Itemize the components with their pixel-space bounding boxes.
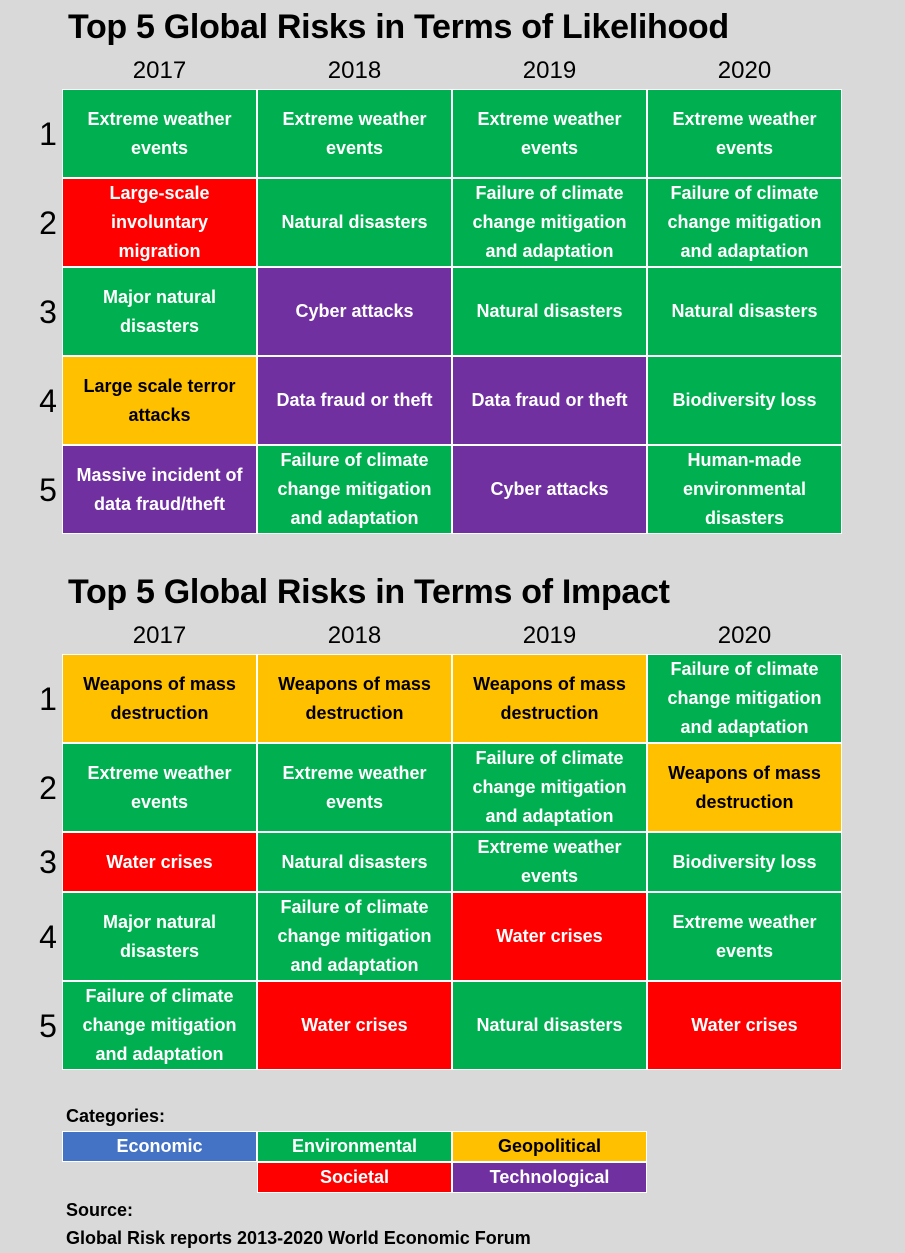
impact-year-row: 2017 2018 2019 2020 bbox=[62, 622, 842, 650]
risk-cell: Weapons of mass destruction bbox=[647, 743, 842, 832]
rank-number: 2 bbox=[39, 204, 57, 241]
legend-geopolitical: Geopolitical bbox=[452, 1131, 647, 1162]
likelihood-title: Top 5 Global Risks in Terms of Likelihoo… bbox=[68, 8, 729, 46]
risk-cell: Extreme weather events bbox=[257, 743, 452, 832]
likelihood-grid: Extreme weather events Extreme weather ev… bbox=[62, 89, 842, 534]
risk-cell: Biodiversity loss bbox=[647, 832, 842, 892]
risk-cell: Extreme weather events bbox=[62, 89, 257, 178]
risk-cell: Extreme weather events bbox=[452, 832, 647, 892]
risk-cell: Failure of climate change mitigation and… bbox=[257, 445, 452, 534]
risk-cell: Massive incident of data fraud/theft bbox=[62, 445, 257, 534]
risk-cell: Failure of climate change mitigation and… bbox=[62, 981, 257, 1070]
risk-cell: Natural disasters bbox=[647, 267, 842, 356]
risk-cell: Failure of climate change mitigation and… bbox=[257, 892, 452, 981]
year-header: 2017 bbox=[132, 622, 187, 649]
likelihood-year-row: 2017 2018 2019 2020 bbox=[62, 57, 842, 85]
risk-cell: Weapons of mass destruction bbox=[257, 654, 452, 743]
legend-title: Categories: bbox=[66, 1106, 166, 1126]
risk-cell: Natural disasters bbox=[257, 178, 452, 267]
risk-cell: Failure of climate change mitigation and… bbox=[647, 654, 842, 743]
risk-cell: Water crises bbox=[452, 892, 647, 981]
rank-number: 5 bbox=[39, 471, 57, 508]
risk-cell: Failure of climate change mitigation and… bbox=[452, 178, 647, 267]
year-header: 2020 bbox=[717, 622, 772, 649]
impact-title: Top 5 Global Risks in Terms of Impact bbox=[68, 573, 670, 611]
rank-number: 4 bbox=[39, 382, 57, 419]
legend-societal: Societal bbox=[257, 1162, 452, 1193]
impact-grid: Weapons of mass destruction Weapons of ma… bbox=[62, 654, 842, 1070]
year-header: 2019 bbox=[522, 57, 577, 84]
year-header: 2019 bbox=[522, 622, 577, 649]
risk-cell: Extreme weather events bbox=[647, 892, 842, 981]
rank-number: 1 bbox=[39, 680, 57, 717]
rank-number: 3 bbox=[39, 844, 57, 880]
year-header: 2018 bbox=[327, 57, 382, 84]
rank-number: 3 bbox=[39, 293, 57, 330]
source-label: Source: bbox=[66, 1200, 134, 1220]
legend-environmental: Environmental bbox=[257, 1131, 452, 1162]
risk-cell: Extreme weather events bbox=[647, 89, 842, 178]
rank-number: 2 bbox=[39, 769, 57, 806]
risk-cell: Human-made environmental disasters bbox=[647, 445, 842, 534]
risk-cell: Water crises bbox=[62, 832, 257, 892]
risk-cell: Major natural disasters bbox=[62, 267, 257, 356]
risk-cell: Weapons of mass destruction bbox=[62, 654, 257, 743]
rank-number: 4 bbox=[39, 918, 57, 955]
risk-cell: Natural disasters bbox=[257, 832, 452, 892]
year-header: 2017 bbox=[132, 57, 187, 84]
year-header: 2020 bbox=[717, 57, 772, 84]
source-text: Global Risk reports 2013-2020 World Econ… bbox=[66, 1228, 531, 1248]
risk-cell: Cyber attacks bbox=[452, 445, 647, 534]
year-header: 2018 bbox=[327, 622, 382, 649]
risk-cell: Water crises bbox=[257, 981, 452, 1070]
risk-cell: Major natural disasters bbox=[62, 892, 257, 981]
risk-cell: Weapons of mass destruction bbox=[452, 654, 647, 743]
risk-cell: Extreme weather events bbox=[452, 89, 647, 178]
rank-number: 1 bbox=[39, 115, 57, 152]
risk-cell: Data fraud or theft bbox=[257, 356, 452, 445]
risk-cell: Data fraud or theft bbox=[452, 356, 647, 445]
risk-cell: Large scale terror attacks bbox=[62, 356, 257, 445]
risk-cell: Water crises bbox=[647, 981, 842, 1070]
rank-number: 5 bbox=[39, 1007, 57, 1044]
risk-cell: Cyber attacks bbox=[257, 267, 452, 356]
risk-cell: Natural disasters bbox=[452, 981, 647, 1070]
legend-technological: Technological bbox=[452, 1162, 647, 1193]
risk-cell: Failure of climate change mitigation and… bbox=[452, 743, 647, 832]
legend-economic: Economic bbox=[62, 1131, 257, 1162]
risk-cell: Extreme weather events bbox=[257, 89, 452, 178]
risk-cell: Failure of climate change mitigation and… bbox=[647, 178, 842, 267]
risk-cell: Natural disasters bbox=[452, 267, 647, 356]
risk-cell: Biodiversity loss bbox=[647, 356, 842, 445]
risk-cell: Large-scale involuntary migration bbox=[62, 178, 257, 267]
risk-cell: Extreme weather events bbox=[62, 743, 257, 832]
